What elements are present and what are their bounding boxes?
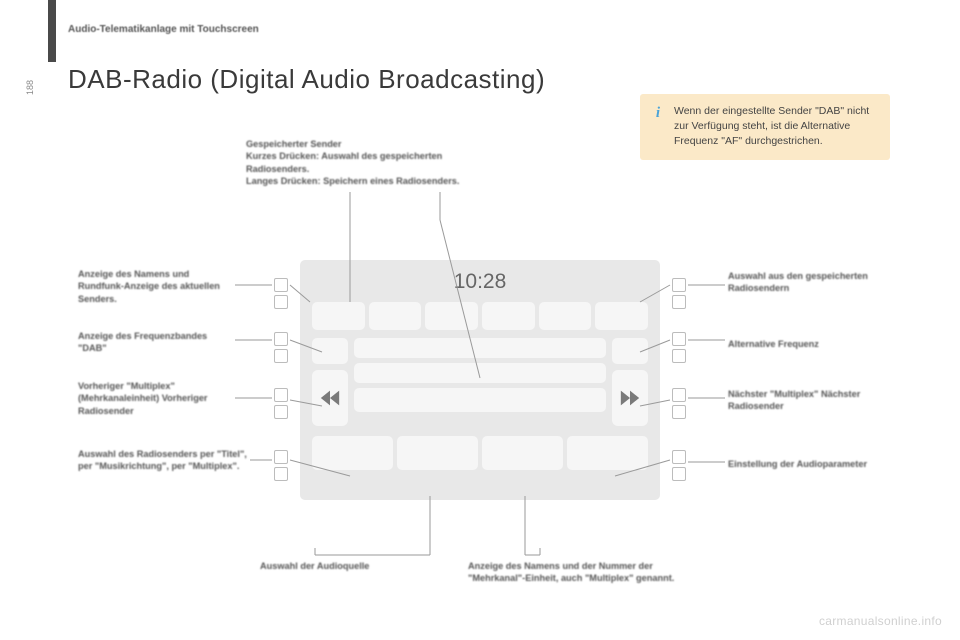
callout-right-2: Alternative Frequenz [728,338,898,350]
info-text: Wenn der eingestellte Sender "DAB" nicht… [674,105,869,147]
preset-btn[interactable] [425,302,478,330]
info-box: i Wenn der eingestellte Sender "DAB" nic… [640,94,890,160]
left-markers-3 [274,388,288,419]
right-markers-2 [672,332,686,363]
callout-right-3: Nächster "Multiplex" Nächster Radiosende… [728,388,898,413]
preset-btn[interactable] [539,302,592,330]
next-button[interactable] [612,370,648,426]
station-info-bar [354,363,606,383]
page-number: 188 [25,80,35,95]
touchscreen-diagram: 10:28 [300,260,660,500]
callout-top: Gespeicherter Sender Kurzes Drücken: Aus… [246,138,506,188]
multiplex-bar [354,388,606,412]
prev-button[interactable] [312,370,348,426]
info-icon: i [650,103,666,119]
left-markers-2 [274,332,288,363]
audio-params-btn[interactable] [567,436,648,470]
right-markers-1 [672,278,686,309]
bottom-row [312,436,648,470]
callout-left-1: Anzeige des Namens und Rundfunk-Anzeige … [78,268,233,305]
af-box[interactable] [612,338,648,364]
right-markers-3 [672,388,686,419]
callout-right-1: Auswahl aus den gespeicherten Radiosende… [728,270,898,295]
callout-left-4: Auswahl des Radiosenders per "Titel", pe… [78,448,248,473]
left-markers-1 [274,278,288,309]
skip-forward-icon [619,388,641,408]
callout-right-4: Einstellung der Audioparameter [728,458,898,470]
callout-left-2: Anzeige des Frequenzbandes "DAB" [78,330,233,355]
preset-btn[interactable] [369,302,422,330]
manual-page: 188 Audio-Telematikanlage mit Touchscree… [0,0,960,640]
page-title: DAB-Radio (Digital Audio Broadcasting) [68,64,545,95]
center-info-area [354,338,606,426]
left-markers-4 [274,450,288,481]
skip-back-icon [319,388,341,408]
mid-right-column [612,338,648,426]
multiplex-display-btn[interactable] [482,436,563,470]
source-select-btn[interactable] [397,436,478,470]
preset-btn[interactable] [312,302,365,330]
callout-left-3: Vorheriger "Multiplex" (Mehrkanaleinheit… [78,380,233,417]
mid-row [312,338,648,426]
station-name-bar [354,338,606,358]
right-markers-4 [672,450,686,481]
dab-band-box[interactable] [312,338,348,364]
sidebar-marker [48,0,56,62]
preset-btn[interactable] [595,302,648,330]
station-select-btn[interactable] [312,436,393,470]
preset-btn[interactable] [482,302,535,330]
mid-left-column [312,338,348,426]
callout-bottom-left: Auswahl der Audioquelle [260,560,420,572]
section-heading: Audio-Telematikanlage mit Touchscreen [68,24,259,35]
preset-row [312,302,648,330]
watermark: carmanualsonline.info [819,614,942,628]
clock: 10:28 [312,270,648,294]
callout-bottom-right: Anzeige des Namens und der Nummer der "M… [468,560,708,585]
